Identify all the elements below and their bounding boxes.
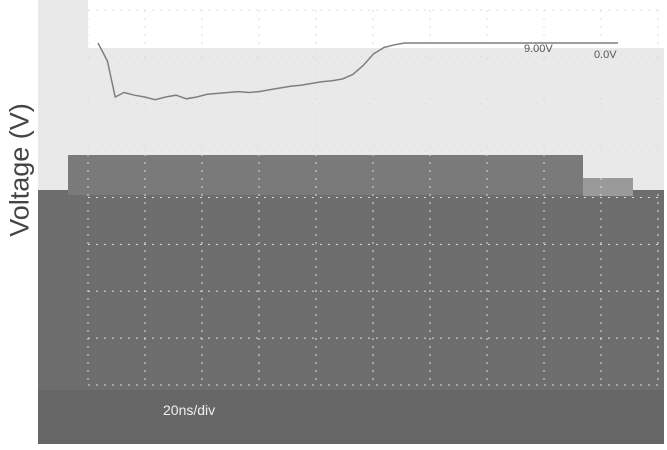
scope-footer-band bbox=[38, 390, 664, 444]
upper-trace-block-right bbox=[583, 178, 633, 196]
scope-display bbox=[38, 190, 664, 390]
marker-label-1: 9.00V bbox=[524, 43, 553, 55]
y-axis-label-container: Voltage (V) bbox=[2, 90, 38, 250]
top-screen-strip bbox=[88, 0, 664, 48]
grid bbox=[87, 9, 659, 386]
marker-label-2: 0.0V bbox=[594, 49, 617, 61]
oscilloscope-chart: 9.00V 0.0V 20ns/div bbox=[38, 0, 664, 444]
upper-trace-block bbox=[68, 155, 583, 195]
y-axis-label: Voltage (V) bbox=[4, 103, 35, 237]
time-scale-label: 20ns/div bbox=[163, 402, 215, 418]
signal-trace bbox=[97, 42, 618, 101]
